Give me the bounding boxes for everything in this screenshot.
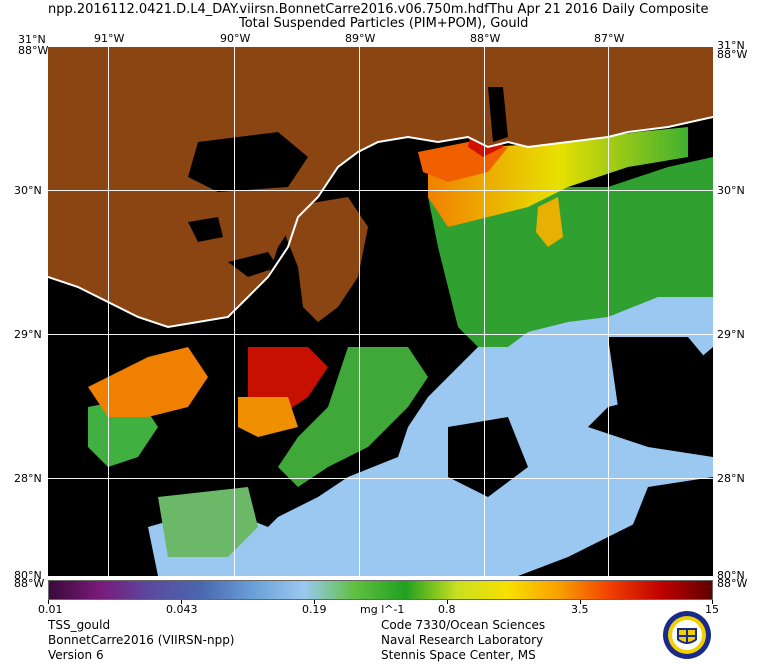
land-louisiana-mississippi: [48, 47, 713, 327]
lat-label-29n-right: 29°N: [717, 328, 745, 341]
lat-label-29n-left: 29°N: [14, 328, 42, 341]
colorbar-label-15: 15: [705, 603, 719, 616]
graticule-28n: [48, 478, 713, 479]
corner-lat-label-bottom: 80°N: [14, 569, 42, 582]
lat-label-30n-right: 30°N: [717, 184, 745, 197]
lat-label-28n-left: 28°N: [14, 472, 42, 485]
coastal-green-south: [158, 487, 258, 557]
corner-lon-label-bottom: 88°W: [14, 577, 45, 590]
colorbar-tick: [712, 600, 713, 604]
graticule-87w: [608, 47, 609, 576]
colorbar-label-0.043: 0.043: [166, 603, 198, 616]
lon-label-87w: 87°W: [594, 32, 625, 45]
cloud-gap: [448, 417, 528, 497]
plume-yellow-patch: [536, 197, 563, 247]
corner-lat-label: 31°N: [18, 33, 46, 46]
lon-label-89w: 89°W: [345, 32, 376, 45]
colorbar: [48, 580, 713, 600]
lake-pontchartrain: [188, 132, 308, 192]
coastal-green-tss: [278, 347, 428, 487]
product-title: Total Suspended Particles (PIM+POM), Gou…: [239, 16, 529, 31]
plume-west-orange: [88, 347, 208, 417]
land-mobile: [488, 87, 508, 142]
corner-lat-label-right: 31°N: [717, 39, 745, 52]
colorbar-tick: [48, 600, 49, 604]
colorbar-label-3.5: 3.5: [571, 603, 589, 616]
colorbar-label-0.19: 0.19: [302, 603, 327, 616]
footer-dataset: BonnetCarre2016 (VIIRSN-npp): [48, 633, 235, 647]
colorbar-tick: [447, 600, 448, 604]
cloud-gap: [628, 477, 713, 576]
colorbar-label-0.8: 0.8: [438, 603, 456, 616]
graticule-91w: [108, 47, 109, 576]
nrl-seal-logo: [663, 611, 711, 659]
colorbar-tick: [181, 600, 182, 604]
footer-product: TSS_gould: [48, 618, 111, 632]
coastline: [48, 116, 713, 329]
colorbar-unit: mg l^-1: [360, 603, 405, 616]
footer-location: Stennis Space Center, MS: [381, 648, 536, 662]
corner-lat-label-bottom-right: 80°N: [717, 569, 745, 582]
lat-label-28n-right: 28°N: [717, 472, 745, 485]
lon-label-88w: 88°W: [470, 32, 501, 45]
composite-date: Thu Apr 21 2016 Daily Composite: [489, 2, 709, 17]
map-image: [48, 47, 713, 576]
graticule-29n: [48, 334, 713, 335]
lake-small: [188, 217, 223, 242]
cloud-gap: [608, 337, 713, 447]
colorbar-label-0.01: 0.01: [38, 603, 63, 616]
footer-lab: Naval Research Laboratory: [381, 633, 544, 647]
plume-west-orange2: [238, 397, 298, 437]
file-name: npp.2016112.0421.D.L4_DAY.viirsn.BonnetC…: [48, 2, 489, 17]
corner-lon-label-right: 88°W: [717, 48, 748, 61]
footer-version: Version 6: [48, 648, 104, 662]
colorbar-tick: [580, 600, 581, 604]
graticule-30n: [48, 190, 713, 191]
lake-small: [228, 252, 278, 277]
lon-label-90w: 90°W: [220, 32, 251, 45]
graticule-90w: [234, 47, 235, 576]
lon-label-91w: 91°W: [94, 32, 125, 45]
corner-lon-label-bottom-right: 88°W: [717, 577, 748, 590]
footer-code: Code 7330/Ocean Sciences: [381, 618, 546, 632]
graticule-89w: [359, 47, 360, 576]
corner-lon-label: 88°W: [18, 44, 49, 57]
land-mississippi-delta: [286, 197, 368, 322]
lat-label-30n-left: 30°N: [14, 184, 42, 197]
graticule-88w: [484, 47, 485, 576]
colorbar-tick: [314, 600, 315, 604]
tss-map: [48, 47, 713, 576]
